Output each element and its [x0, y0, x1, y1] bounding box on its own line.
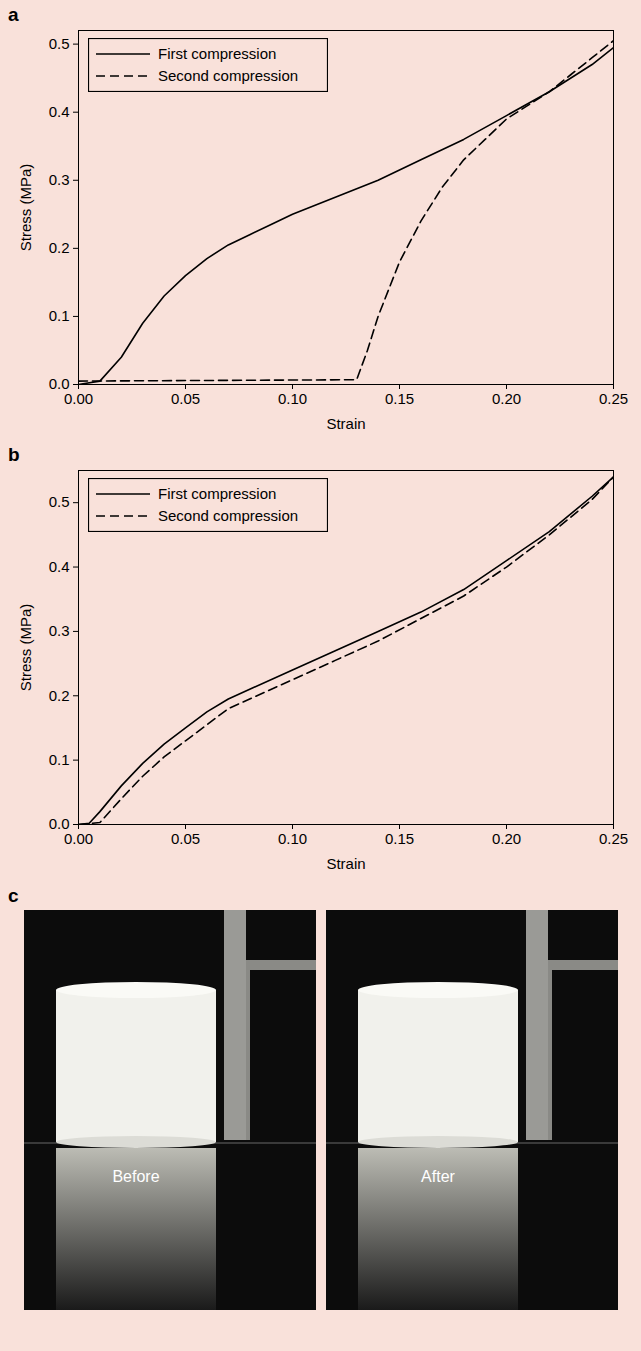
svg-text:Stress (MPa): Stress (MPa)	[17, 164, 34, 252]
svg-text:0.05: 0.05	[171, 390, 200, 407]
svg-text:c: c	[8, 885, 19, 906]
svg-text:0.25: 0.25	[599, 830, 628, 847]
svg-text:Strain: Strain	[326, 415, 365, 432]
svg-text:Strain: Strain	[326, 855, 365, 872]
svg-text:First compression: First compression	[158, 485, 276, 502]
svg-text:0.15: 0.15	[385, 390, 414, 407]
svg-text:0.25: 0.25	[599, 390, 628, 407]
svg-text:Stress (MPa): Stress (MPa)	[17, 604, 34, 692]
svg-text:0.10: 0.10	[278, 830, 307, 847]
svg-text:0.2: 0.2	[49, 687, 70, 704]
svg-text:After: After	[421, 1168, 455, 1185]
svg-text:First compression: First compression	[158, 45, 276, 62]
svg-text:0.4: 0.4	[49, 103, 70, 120]
svg-text:0.3: 0.3	[49, 171, 70, 188]
svg-text:0.0: 0.0	[48, 375, 70, 393]
svg-text:0.00: 0.00	[64, 830, 93, 847]
svg-text:0.5: 0.5	[49, 35, 70, 52]
svg-text:0.20: 0.20	[492, 830, 521, 847]
html-text:b: b	[8, 444, 20, 465]
svg-text:0.10: 0.10	[278, 390, 307, 407]
svg-text:Second compression: Second compression	[158, 507, 298, 524]
svg-text:0.0: 0.0	[48, 815, 70, 833]
svg-text:0.05: 0.05	[171, 830, 200, 847]
svg-text:0.1: 0.1	[49, 307, 70, 324]
html-text:a: a	[8, 4, 19, 25]
svg-text:Before: Before	[112, 1168, 159, 1185]
svg-text:Second compression: Second compression	[158, 67, 298, 84]
svg-text:0.15: 0.15	[385, 830, 414, 847]
svg-text:0.1: 0.1	[49, 751, 70, 768]
svg-text:0.00: 0.00	[64, 390, 93, 407]
svg-text:0.20: 0.20	[492, 390, 521, 407]
svg-text:0.4: 0.4	[49, 558, 70, 575]
svg-text:0.2: 0.2	[49, 239, 70, 256]
svg-text:0.3: 0.3	[49, 622, 70, 639]
svg-text:0.5: 0.5	[49, 493, 70, 510]
